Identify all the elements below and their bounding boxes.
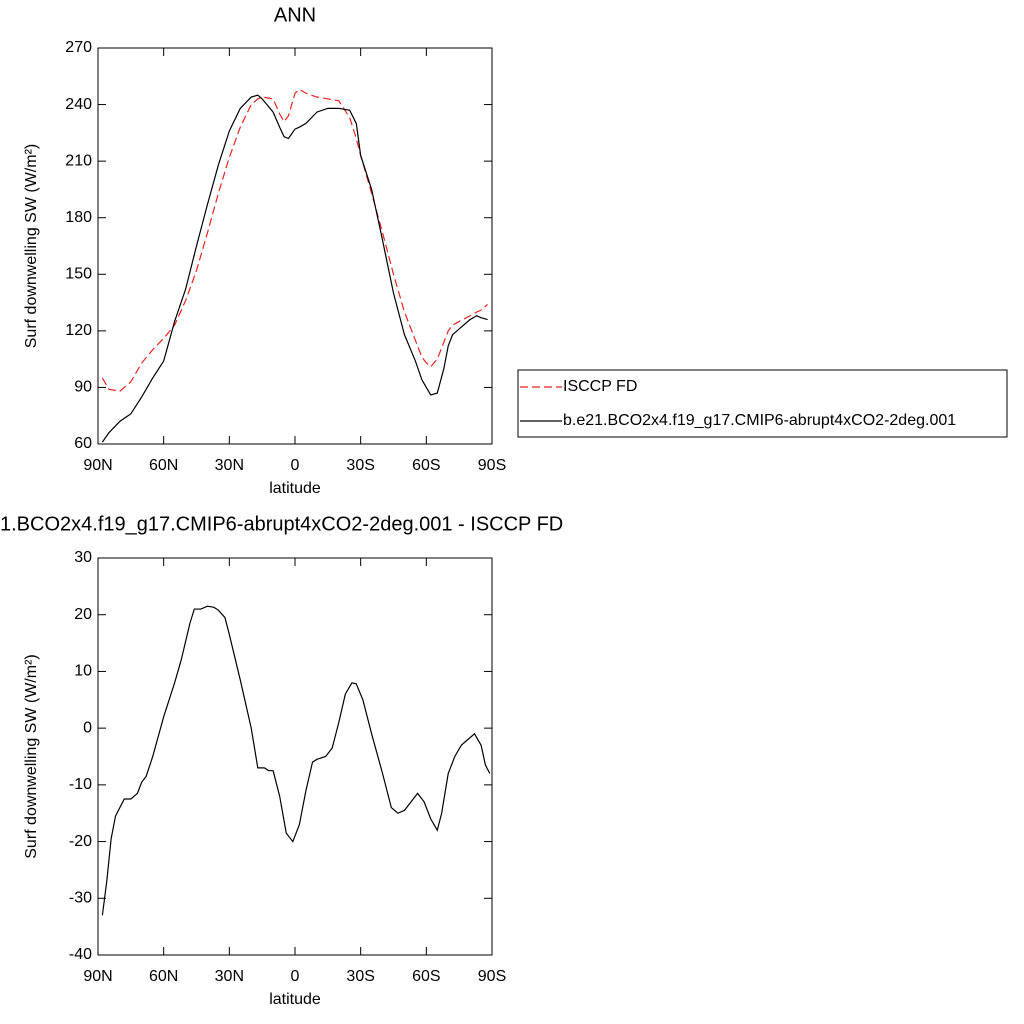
y-tick-label: 270: [65, 39, 92, 56]
y-tick-label: -20: [69, 833, 92, 850]
data-line: [101, 94, 488, 443]
x-tick-label: 60S: [412, 457, 440, 474]
y-tick-label: -10: [69, 776, 92, 793]
y-tick-label: 20: [74, 606, 92, 623]
plot-frame: [97, 557, 493, 956]
chart-title: ANN: [274, 4, 316, 26]
legend-label: b.e21.BCO2x4.f19_g17.CMIP6-abrupt4xCO2-2…: [563, 412, 956, 429]
x-tick-label: 90N: [83, 968, 112, 985]
x-tick-label: 0: [291, 968, 300, 985]
panel: 1.BCO2x4.f19_g17.CMIP6-abrupt4xCO2-2deg.…: [0, 513, 563, 1008]
y-tick-label: 10: [74, 663, 92, 680]
x-tick-label: 90N: [83, 457, 112, 474]
y-tick-label: 30: [74, 549, 92, 566]
x-tick-label: 90S: [478, 457, 506, 474]
x-tick-label: 60N: [149, 457, 178, 474]
y-tick-label: 0: [83, 719, 92, 736]
y-axis-label: Surf downwelling SW (W/m²): [23, 654, 40, 858]
y-tick-label: 120: [65, 322, 92, 339]
y-tick-label: -30: [69, 890, 92, 907]
x-tick-label: 30S: [346, 968, 374, 985]
y-tick-label: 150: [65, 266, 92, 283]
y-axis-label: Surf downwelling SW (W/m²): [23, 144, 40, 348]
y-tick-label: 180: [65, 209, 92, 226]
y-tick-label: 210: [65, 152, 92, 169]
x-axis-label: latitude: [269, 991, 321, 1008]
legend-box: [517, 369, 1008, 438]
x-tick-label: 30N: [215, 968, 244, 985]
y-tick-label: 240: [65, 96, 92, 113]
x-tick-label: 0: [291, 457, 300, 474]
y-tick-label: 60: [74, 435, 92, 452]
x-tick-label: 30N: [215, 457, 244, 474]
plot-frame: [97, 47, 493, 445]
data-line: [101, 88, 489, 392]
panel: ANN 60 90 120 150 180 210 240 270 90N 60N 30N 0 30S 60…: [23, 4, 1008, 497]
x-tick-label: 60N: [149, 968, 178, 985]
x-tick-label: 90S: [478, 968, 506, 985]
data-line: [101, 605, 491, 916]
chart-title: 1.BCO2x4.f19_g17.CMIP6-abrupt4xCO2-2deg.…: [0, 513, 563, 535]
x-tick-label: 60S: [412, 968, 440, 985]
y-tick-label: -40: [69, 946, 92, 963]
y-tick-label: 90: [74, 379, 92, 396]
legend-label: ISCCP FD: [563, 378, 637, 395]
x-axis-label: latitude: [269, 480, 321, 497]
x-tick-label: 30S: [346, 457, 374, 474]
